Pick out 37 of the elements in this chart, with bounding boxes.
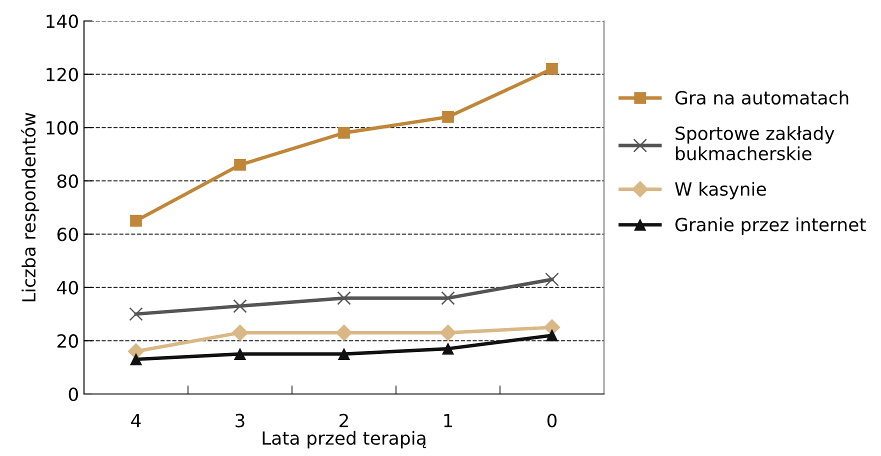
point: [440, 324, 456, 341]
point: [442, 342, 454, 355]
y-tick-label: 80: [57, 174, 78, 188]
x-tick-label: 2: [340, 414, 348, 428]
y-tick-label: 140: [46, 14, 78, 28]
x-axis-title: Lata przed terapią: [262, 430, 426, 448]
y-axis-title: Liczba respondentów: [20, 112, 40, 302]
point: [234, 158, 246, 171]
legend-label: Granie przez internet: [675, 217, 866, 235]
x-tick-label: 4: [131, 414, 141, 428]
point: [546, 329, 558, 342]
point: [442, 111, 454, 123]
legend-label: Gra na automatach: [675, 90, 848, 105]
point: [130, 214, 142, 227]
point: [232, 324, 248, 341]
y-tick-label: 120: [46, 68, 78, 82]
point: [441, 291, 455, 306]
point: [545, 272, 559, 286]
point: [233, 299, 247, 314]
y-tick-label: 100: [46, 121, 78, 135]
point: [130, 353, 142, 366]
point: [338, 348, 350, 360]
legend-label: W kasynie: [675, 182, 766, 200]
y-tick-label: 40: [57, 280, 78, 295]
point: [234, 348, 246, 360]
point: [338, 126, 350, 139]
point: [546, 63, 558, 75]
point: [336, 324, 352, 341]
point: [337, 291, 351, 306]
legend-label: Sportowe zakłady bukmacherskie: [676, 126, 834, 160]
x-tick-label: 0: [547, 414, 557, 428]
y-tick-label: 0: [68, 387, 78, 402]
x-tick-label: 3: [236, 414, 244, 428]
y-tick-label: 20: [57, 334, 78, 348]
point: [129, 307, 143, 322]
y-tick-label: 60: [57, 228, 78, 242]
x-tick-label: 1: [444, 414, 452, 428]
